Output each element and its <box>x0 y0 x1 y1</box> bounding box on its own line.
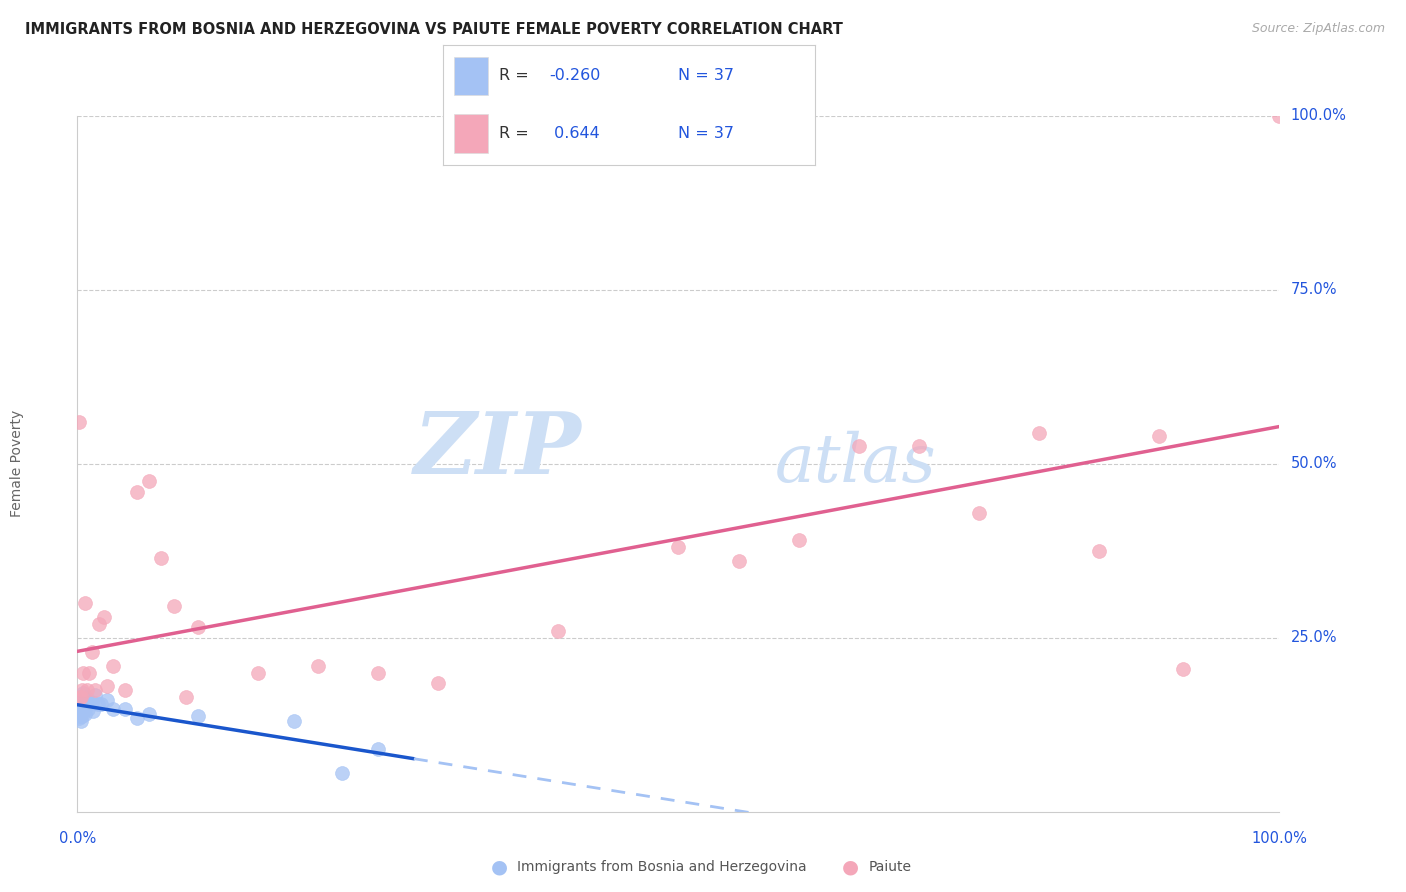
Point <box>174 690 197 704</box>
Point <box>186 708 209 723</box>
Point <box>87 697 110 711</box>
Point <box>84 688 107 702</box>
Point <box>70 700 93 714</box>
Point <box>138 707 160 722</box>
Point <box>93 610 115 624</box>
Point <box>1268 109 1291 123</box>
Text: Immigrants from Bosnia and Herzegovina: Immigrants from Bosnia and Herzegovina <box>517 860 807 874</box>
Point <box>69 690 91 704</box>
Point <box>367 742 389 756</box>
Point <box>787 533 810 548</box>
Point <box>73 695 96 709</box>
Point <box>87 616 110 631</box>
Point <box>70 702 93 716</box>
Point <box>138 475 160 489</box>
Point <box>96 680 118 694</box>
Point <box>70 708 93 723</box>
Point <box>67 697 90 711</box>
Point <box>307 658 329 673</box>
Point <box>70 697 93 711</box>
Point <box>73 707 96 722</box>
Point <box>547 624 569 638</box>
Point <box>80 695 103 709</box>
Point <box>90 697 112 711</box>
Text: 0.0%: 0.0% <box>59 831 96 847</box>
Point <box>67 415 90 429</box>
Point <box>80 645 103 659</box>
Point <box>96 693 118 707</box>
Point <box>103 702 125 716</box>
Point <box>1088 544 1111 558</box>
Point <box>69 708 91 723</box>
Point <box>283 714 305 729</box>
Point <box>75 690 97 704</box>
Text: atlas: atlas <box>775 431 936 497</box>
Point <box>67 704 90 718</box>
Point <box>67 711 90 725</box>
Point <box>70 693 93 707</box>
Text: R =: R = <box>499 69 534 84</box>
Text: 50.0%: 50.0% <box>1291 457 1337 471</box>
Point <box>1149 429 1171 443</box>
Point <box>114 683 136 698</box>
Point <box>427 676 450 690</box>
Text: 75.0%: 75.0% <box>1291 283 1337 297</box>
Point <box>69 690 91 704</box>
Point <box>668 541 690 555</box>
Point <box>76 683 98 698</box>
Point <box>73 596 96 610</box>
Point <box>150 550 173 565</box>
Point <box>79 695 101 709</box>
Text: 0.644: 0.644 <box>550 126 600 141</box>
Point <box>75 700 97 714</box>
Text: Paiute: Paiute <box>869 860 912 874</box>
Point <box>162 599 184 614</box>
Text: -0.260: -0.260 <box>550 69 600 84</box>
Point <box>72 704 94 718</box>
Point <box>76 697 98 711</box>
Text: Female Poverty: Female Poverty <box>10 410 24 517</box>
Point <box>72 665 94 680</box>
Point <box>70 714 93 729</box>
Point <box>69 702 91 716</box>
Point <box>69 697 91 711</box>
Point <box>103 658 125 673</box>
Text: Source: ZipAtlas.com: Source: ZipAtlas.com <box>1251 22 1385 36</box>
Point <box>70 690 93 704</box>
Point <box>72 686 94 700</box>
Text: 25.0%: 25.0% <box>1291 631 1337 645</box>
Point <box>127 711 149 725</box>
Text: N = 37: N = 37 <box>678 126 734 141</box>
Text: ●: ● <box>491 857 508 877</box>
Text: N = 37: N = 37 <box>678 69 734 84</box>
Bar <box>454 57 488 95</box>
Point <box>79 665 101 680</box>
Bar <box>454 114 488 153</box>
Point <box>727 554 749 568</box>
Text: R =: R = <box>499 126 538 141</box>
Point <box>367 665 389 680</box>
Point <box>1028 425 1050 440</box>
Point <box>908 440 931 454</box>
Point <box>70 707 93 722</box>
Point <box>967 506 990 520</box>
Point <box>330 766 353 780</box>
Point <box>186 620 209 634</box>
Point <box>246 665 269 680</box>
Text: ZIP: ZIP <box>415 409 582 491</box>
Point <box>77 702 100 716</box>
Text: IMMIGRANTS FROM BOSNIA AND HERZEGOVINA VS PAIUTE FEMALE POVERTY CORRELATION CHAR: IMMIGRANTS FROM BOSNIA AND HERZEGOVINA V… <box>25 22 844 37</box>
Point <box>84 683 107 698</box>
Text: ●: ● <box>842 857 859 877</box>
Point <box>127 484 149 499</box>
Text: 100.0%: 100.0% <box>1291 109 1347 123</box>
Point <box>114 702 136 716</box>
Point <box>82 704 104 718</box>
Point <box>848 440 870 454</box>
Point <box>70 683 93 698</box>
Point <box>1173 662 1195 676</box>
Text: 100.0%: 100.0% <box>1251 831 1308 847</box>
